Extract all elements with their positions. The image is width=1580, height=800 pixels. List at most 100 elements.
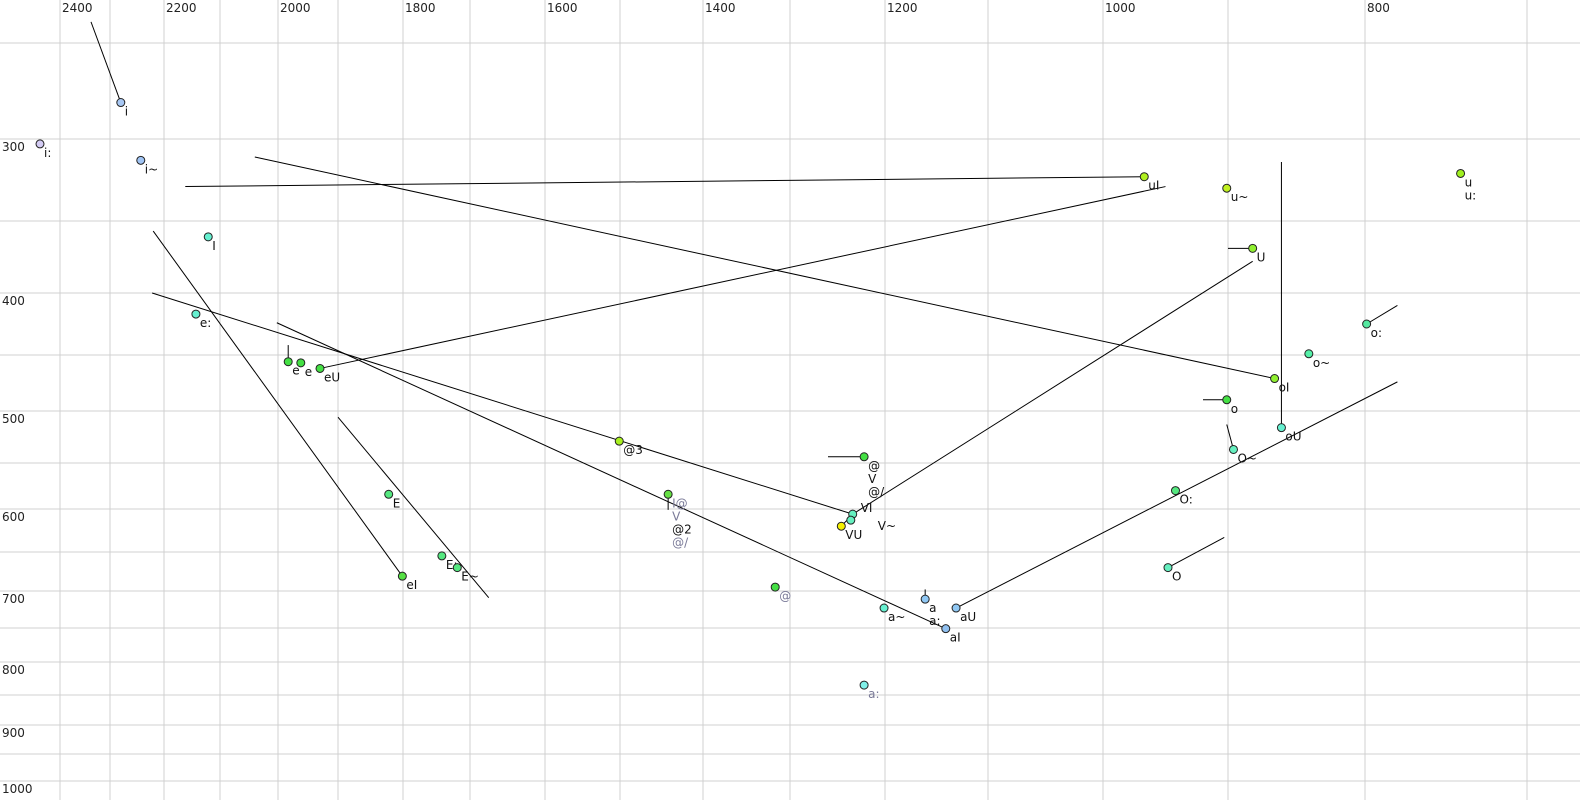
- x-tick-label: 1400: [705, 1, 736, 15]
- formant-trajectory: [254, 156, 1275, 380]
- vowel-label: i: [125, 105, 128, 119]
- formant-trajectory: [152, 230, 403, 577]
- vowel-point: [136, 155, 146, 165]
- vowel-point: [1171, 486, 1180, 496]
- vowel-label: e: [292, 364, 299, 378]
- vowel-label: a~: [888, 610, 905, 624]
- vowel-point: [770, 582, 780, 592]
- vowel-point: [836, 521, 846, 531]
- x-tick-label: 1800: [405, 1, 436, 15]
- vowel-label: I@: [672, 496, 688, 510]
- vowel-point: [663, 489, 673, 499]
- y-tick-label: 300: [2, 140, 25, 154]
- x-tick-label: 1200: [887, 1, 918, 15]
- vowel-label: E~: [461, 570, 479, 584]
- vowel-label: I: [212, 239, 216, 253]
- vowel-label: V~: [878, 519, 896, 533]
- vowel-label: i:: [44, 146, 51, 160]
- y-tick-label: 900: [2, 726, 25, 740]
- vowel-label: e: [305, 365, 312, 379]
- x-tick-label: 800: [1367, 1, 1390, 15]
- vowel-label: VI: [861, 501, 873, 515]
- vowel-label: aI: [950, 631, 961, 645]
- vowel-label: e:: [200, 316, 211, 330]
- vowel-label: eI: [406, 578, 417, 592]
- x-tick-label: 1600: [547, 1, 578, 15]
- vowel-point: [384, 489, 394, 499]
- vowel-label: u: [1465, 175, 1473, 189]
- vowel-point: [859, 680, 869, 690]
- vowel-label: i~: [145, 162, 158, 176]
- vowel-point: [1270, 374, 1280, 384]
- vowel-label: @3: [623, 443, 643, 457]
- vowel-label: o: [1231, 402, 1238, 416]
- formant-trajectory: [151, 292, 853, 515]
- vowel-label: E:: [446, 558, 458, 572]
- vowel-label: a:: [929, 614, 940, 628]
- vowel-point: [116, 98, 126, 108]
- vowel-label: @2: [672, 522, 692, 536]
- vowel-label: oU: [1285, 430, 1301, 444]
- vowel-label: u~: [1231, 190, 1249, 204]
- vowel-point: [1163, 563, 1173, 573]
- x-tick-label: 2000: [280, 1, 311, 15]
- vowel-label: O: [1172, 570, 1181, 584]
- formant-trajectory: [185, 176, 1145, 188]
- vowel-point: [1222, 395, 1232, 405]
- formant-trajectory: [319, 186, 1166, 369]
- vowel-label: V: [672, 509, 681, 523]
- vowel-label: @: [779, 589, 791, 603]
- x-tick-label: 2400: [62, 1, 93, 15]
- vowel-label: @: [868, 459, 880, 473]
- formant-trajectory: [90, 21, 122, 103]
- formant-trajectory: [852, 260, 1253, 515]
- y-tick-label: 800: [2, 663, 25, 677]
- vowel-label: VU: [845, 528, 862, 542]
- vowel-point: [941, 624, 951, 634]
- vowel-point: [437, 551, 447, 561]
- vowel-point: [35, 139, 45, 149]
- formant-trajectory: [1167, 536, 1225, 569]
- x-axis-ticks: 2400 2200 2000 1800 1600 1400 1200 1000 800: [62, 1, 1390, 15]
- vowel-point: [203, 232, 213, 242]
- vowel-label: U: [1257, 250, 1266, 264]
- vowel-point: [920, 594, 930, 604]
- vowel-label: a: [929, 601, 936, 615]
- vowel-label: aU: [960, 610, 976, 624]
- vowel-point: [452, 563, 462, 573]
- vowel-label: uI: [1148, 179, 1159, 193]
- vowel-point: [296, 358, 306, 368]
- vowel-point: [859, 452, 869, 462]
- vowel-points: ii:i~Ie:e e eU@3@V@/VIV~VUI@V@2@/@a~aa: aUa…: [35, 98, 1476, 701]
- vowel-point: [1139, 172, 1149, 182]
- vowel-point: [951, 603, 961, 613]
- vowel-point: [879, 603, 889, 613]
- vowel-point: [614, 436, 624, 446]
- formant-trajectory: [276, 322, 946, 630]
- formant-trajectory: [337, 416, 490, 598]
- vowel-point: [283, 357, 293, 367]
- vowel-point: [1228, 444, 1238, 454]
- formant-trajectory: [955, 381, 1398, 609]
- x-tick-label: 1000: [1105, 1, 1136, 15]
- x-tick-label: 2200: [166, 1, 197, 15]
- vowel-point: [315, 363, 325, 373]
- vowel-label: o~: [1313, 356, 1330, 370]
- vowel-label: @/: [868, 485, 885, 499]
- vowel-label: o:: [1371, 326, 1382, 340]
- vowel-point: [1248, 243, 1258, 253]
- y-tick-label: 1000: [2, 782, 33, 796]
- vowel-label: a:: [868, 687, 879, 701]
- y-tick-label: 600: [2, 510, 25, 524]
- vowel-point: [846, 515, 856, 525]
- vowel-label: V: [868, 472, 877, 486]
- vowel-point: [191, 309, 201, 319]
- vowel-point: [1222, 183, 1232, 193]
- vowel-point: [397, 571, 407, 581]
- vowel-label: eU: [324, 370, 340, 384]
- vowel-point: [1276, 423, 1286, 433]
- vowel-label: oI: [1279, 381, 1290, 395]
- vowel-label: E: [393, 496, 401, 510]
